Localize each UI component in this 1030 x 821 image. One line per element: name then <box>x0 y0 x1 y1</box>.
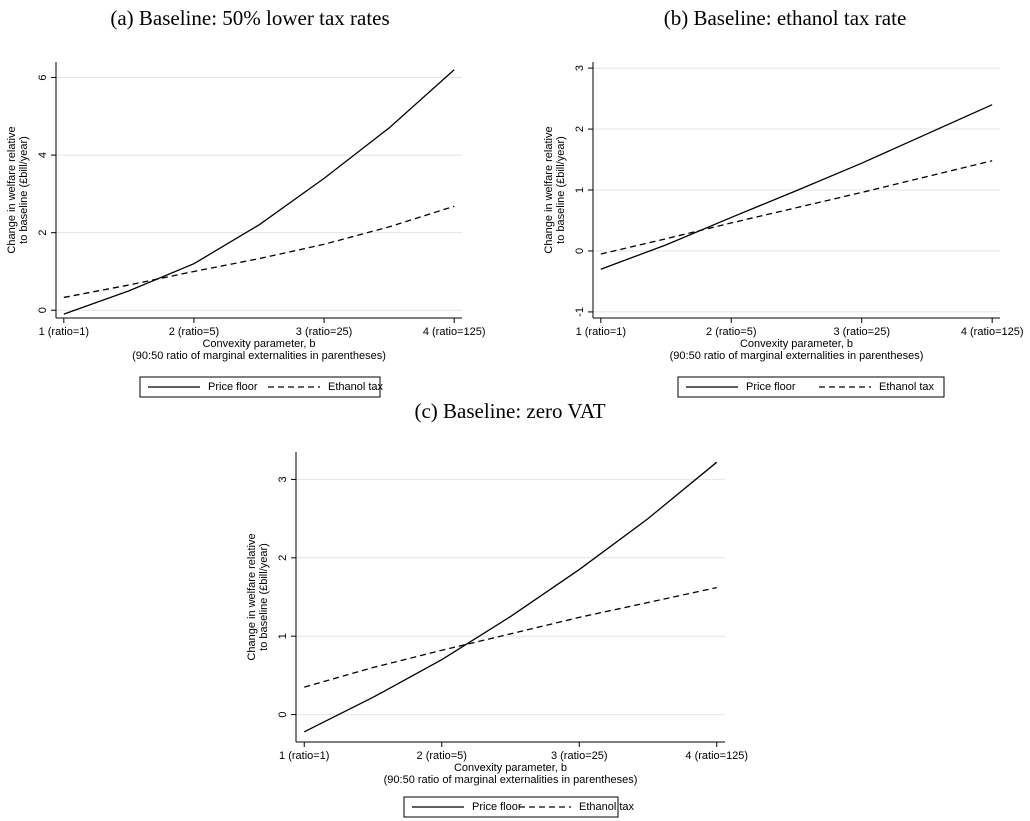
x-axis-label: Convexity parameter, b <box>740 338 853 350</box>
x-tick-label: 3 (ratio=25) <box>833 326 890 338</box>
x-tick-label: 2 (ratio=5) <box>417 750 467 762</box>
chart-title: (a) Baseline: 50% lower tax rates <box>110 6 389 30</box>
chart-title: (b) Baseline: ethanol tax rate <box>664 6 907 30</box>
x-axis-label: Convexity parameter, b <box>202 338 315 350</box>
y-axis-label: to baseline (£bill/year) <box>555 136 567 244</box>
y-tick-label: 1 <box>574 187 586 193</box>
chart-title: (c) Baseline: zero VAT <box>414 399 605 423</box>
x-tick-label: 4 (ratio=125) <box>423 326 486 338</box>
y-tick-label: 3 <box>574 65 586 71</box>
legend-box <box>139 376 381 398</box>
y-axis-label: Change in welfare relative <box>543 126 555 253</box>
y-tick-label: 1 <box>277 633 289 639</box>
y-tick-label: 3 <box>277 476 289 482</box>
y-tick-label: -1 <box>574 307 586 317</box>
y-tick-label: 0 <box>277 712 289 718</box>
y-tick-label: 0 <box>574 248 586 254</box>
x-tick-label: 3 (ratio=25) <box>551 750 608 762</box>
y-axis-label: Change in welfare relative <box>6 126 18 253</box>
series-line <box>63 69 455 315</box>
x-axis-label: Convexity parameter, b <box>454 762 567 774</box>
legend-label: Price floor <box>208 381 258 393</box>
legend-label: Price floor <box>746 381 796 393</box>
legend-label: Price floor <box>472 801 522 813</box>
x-tick-label: 3 (ratio=25) <box>296 326 353 338</box>
x-tick-label: 1 (ratio=1) <box>39 326 89 338</box>
series-line <box>63 205 455 299</box>
series-line <box>600 160 993 255</box>
y-tick-label: 2 <box>37 230 49 236</box>
series-line <box>600 104 993 270</box>
x-axis-label: (90:50 ratio of marginal externalities i… <box>132 350 386 362</box>
x-tick-label: 4 (ratio=125) <box>961 326 1024 338</box>
y-tick-label: 2 <box>574 126 586 132</box>
y-axis-label: Change in welfare relative <box>246 533 258 660</box>
x-axis-label: (90:50 ratio of marginal externalities i… <box>670 350 924 362</box>
series-line <box>303 461 718 733</box>
x-tick-label: 1 (ratio=1) <box>576 326 626 338</box>
y-axis-label: to baseline (£bill/year) <box>18 136 30 244</box>
x-axis-label: (90:50 ratio of marginal externalities i… <box>384 774 638 786</box>
legend-label: Ethanol tax <box>328 381 384 393</box>
y-tick-label: 2 <box>277 555 289 561</box>
legend-box <box>677 376 945 398</box>
series-line <box>304 586 717 688</box>
y-tick-label: 0 <box>37 307 49 313</box>
x-tick-label: 2 (ratio=5) <box>706 326 756 338</box>
legend-label: Ethanol tax <box>579 801 635 813</box>
legend-label: Ethanol tax <box>879 381 935 393</box>
x-tick-label: 1 (ratio=1) <box>279 750 329 762</box>
x-tick-label: 2 (ratio=5) <box>169 326 219 338</box>
y-tick-label: 4 <box>37 152 49 158</box>
y-axis-label: to baseline (£bill/year) <box>258 543 270 651</box>
x-tick-label: 4 (ratio=125) <box>685 750 748 762</box>
legend-box <box>403 796 619 818</box>
y-tick-label: 6 <box>37 74 49 80</box>
